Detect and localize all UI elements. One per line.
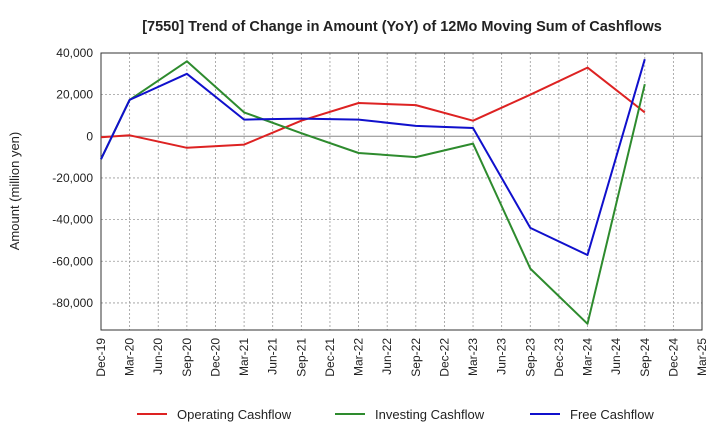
series-line [100, 58, 646, 256]
x-tick-label: Jun-21 [266, 338, 280, 375]
x-tick-label: Mar-23 [466, 338, 480, 376]
x-tick-label: Dec-19 [94, 338, 108, 377]
plot-frame [100, 52, 703, 331]
series-lines [100, 58, 646, 325]
x-tick-label: Sep-24 [638, 338, 652, 377]
x-tick-label: Dec-24 [666, 338, 680, 377]
series-line [100, 60, 646, 325]
x-tick-label: Jun-24 [609, 338, 623, 375]
legend-label: Free Cashflow [570, 407, 654, 422]
x-tick-label: Sep-20 [180, 338, 194, 377]
chart-title: [7550] Trend of Change in Amount (YoY) o… [142, 19, 662, 35]
x-tick-label: Jun-22 [380, 338, 394, 375]
x-tick-label: Jun-23 [495, 338, 509, 375]
y-axis-label: Amount (million yen) [7, 132, 22, 251]
legend: Operating Cashflow Investing Cashflow Free… [137, 407, 654, 422]
x-tick-label: Dec-21 [323, 338, 337, 377]
x-tick-label: Sep-22 [409, 338, 423, 377]
legend-label: Investing Cashflow [375, 407, 485, 422]
series-line [100, 66, 646, 149]
x-tick-label: Jun-20 [151, 338, 165, 375]
y-tick-label: -80,000 [52, 296, 93, 310]
x-tick-label: Sep-21 [294, 338, 308, 377]
y-tick-label: 20,000 [56, 88, 93, 102]
x-tick-label: Dec-23 [552, 338, 566, 377]
y-tick-label: -40,000 [52, 213, 93, 227]
axes: 40,000 20,000 0 -20,000 -40,000 -60,000 -80,00… [52, 46, 709, 377]
x-tick-label: Mar-25 [695, 338, 709, 376]
x-tick-label: Mar-24 [581, 338, 595, 376]
legend-label: Operating Cashflow [177, 407, 292, 422]
x-tick-label: Sep-23 [523, 338, 537, 377]
grid-lines [101, 52, 702, 330]
x-tick-label: Dec-20 [208, 338, 222, 377]
y-tick-label: -60,000 [52, 254, 93, 268]
x-tick-label: Mar-21 [237, 338, 251, 376]
x-tick-label: Mar-20 [123, 338, 137, 376]
x-tick-label: Dec-22 [437, 338, 451, 377]
y-tick-label: -20,000 [52, 171, 93, 185]
x-tick-label: Mar-22 [352, 338, 366, 376]
y-tick-label: 0 [86, 129, 93, 143]
y-tick-label: 40,000 [56, 46, 93, 60]
